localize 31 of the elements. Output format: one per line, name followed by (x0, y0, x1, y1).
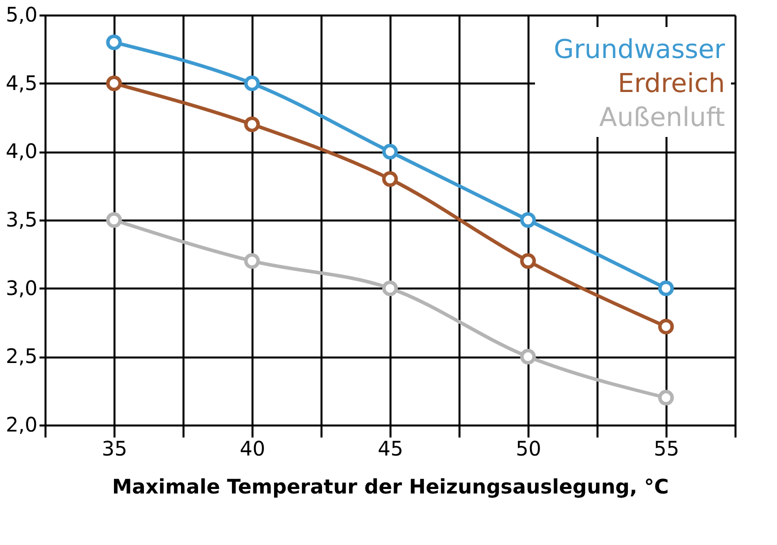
point (244, 253, 260, 269)
point (382, 171, 398, 187)
x-tick-label: 35 (102, 436, 128, 460)
point (658, 390, 674, 406)
text: Erdreich (618, 69, 725, 99)
point (106, 212, 122, 228)
point (520, 212, 536, 228)
text: Außenluft (599, 103, 725, 133)
x-tick-label: 45 (378, 436, 404, 460)
y-tick-label: 4,5 (6, 70, 38, 95)
point (244, 75, 260, 92)
y-tick-label: 3,5 (6, 208, 38, 232)
point (520, 348, 536, 365)
point (658, 318, 674, 334)
y-tick-label: 3,0 (6, 276, 38, 300)
point (106, 75, 122, 92)
y-tick-label: 5,0 (6, 2, 38, 26)
x-tick-label: 40 (240, 436, 266, 460)
point (382, 144, 398, 160)
x-tick-label: 55 (654, 436, 680, 460)
x-axis-title: Maximale Temperatur der Heizungsauslegung, °C (112, 474, 669, 498)
text: Grundwasser (554, 35, 726, 65)
point (106, 34, 122, 50)
y-tick-label: 2,5 (6, 344, 38, 368)
y-tick-label: 4,0 (6, 139, 38, 164)
point (658, 280, 674, 296)
point (382, 280, 398, 296)
y-tick-label: 2,0 (6, 412, 38, 436)
x-tick-label: 50 (516, 436, 542, 460)
point (520, 253, 536, 269)
point (244, 116, 260, 132)
